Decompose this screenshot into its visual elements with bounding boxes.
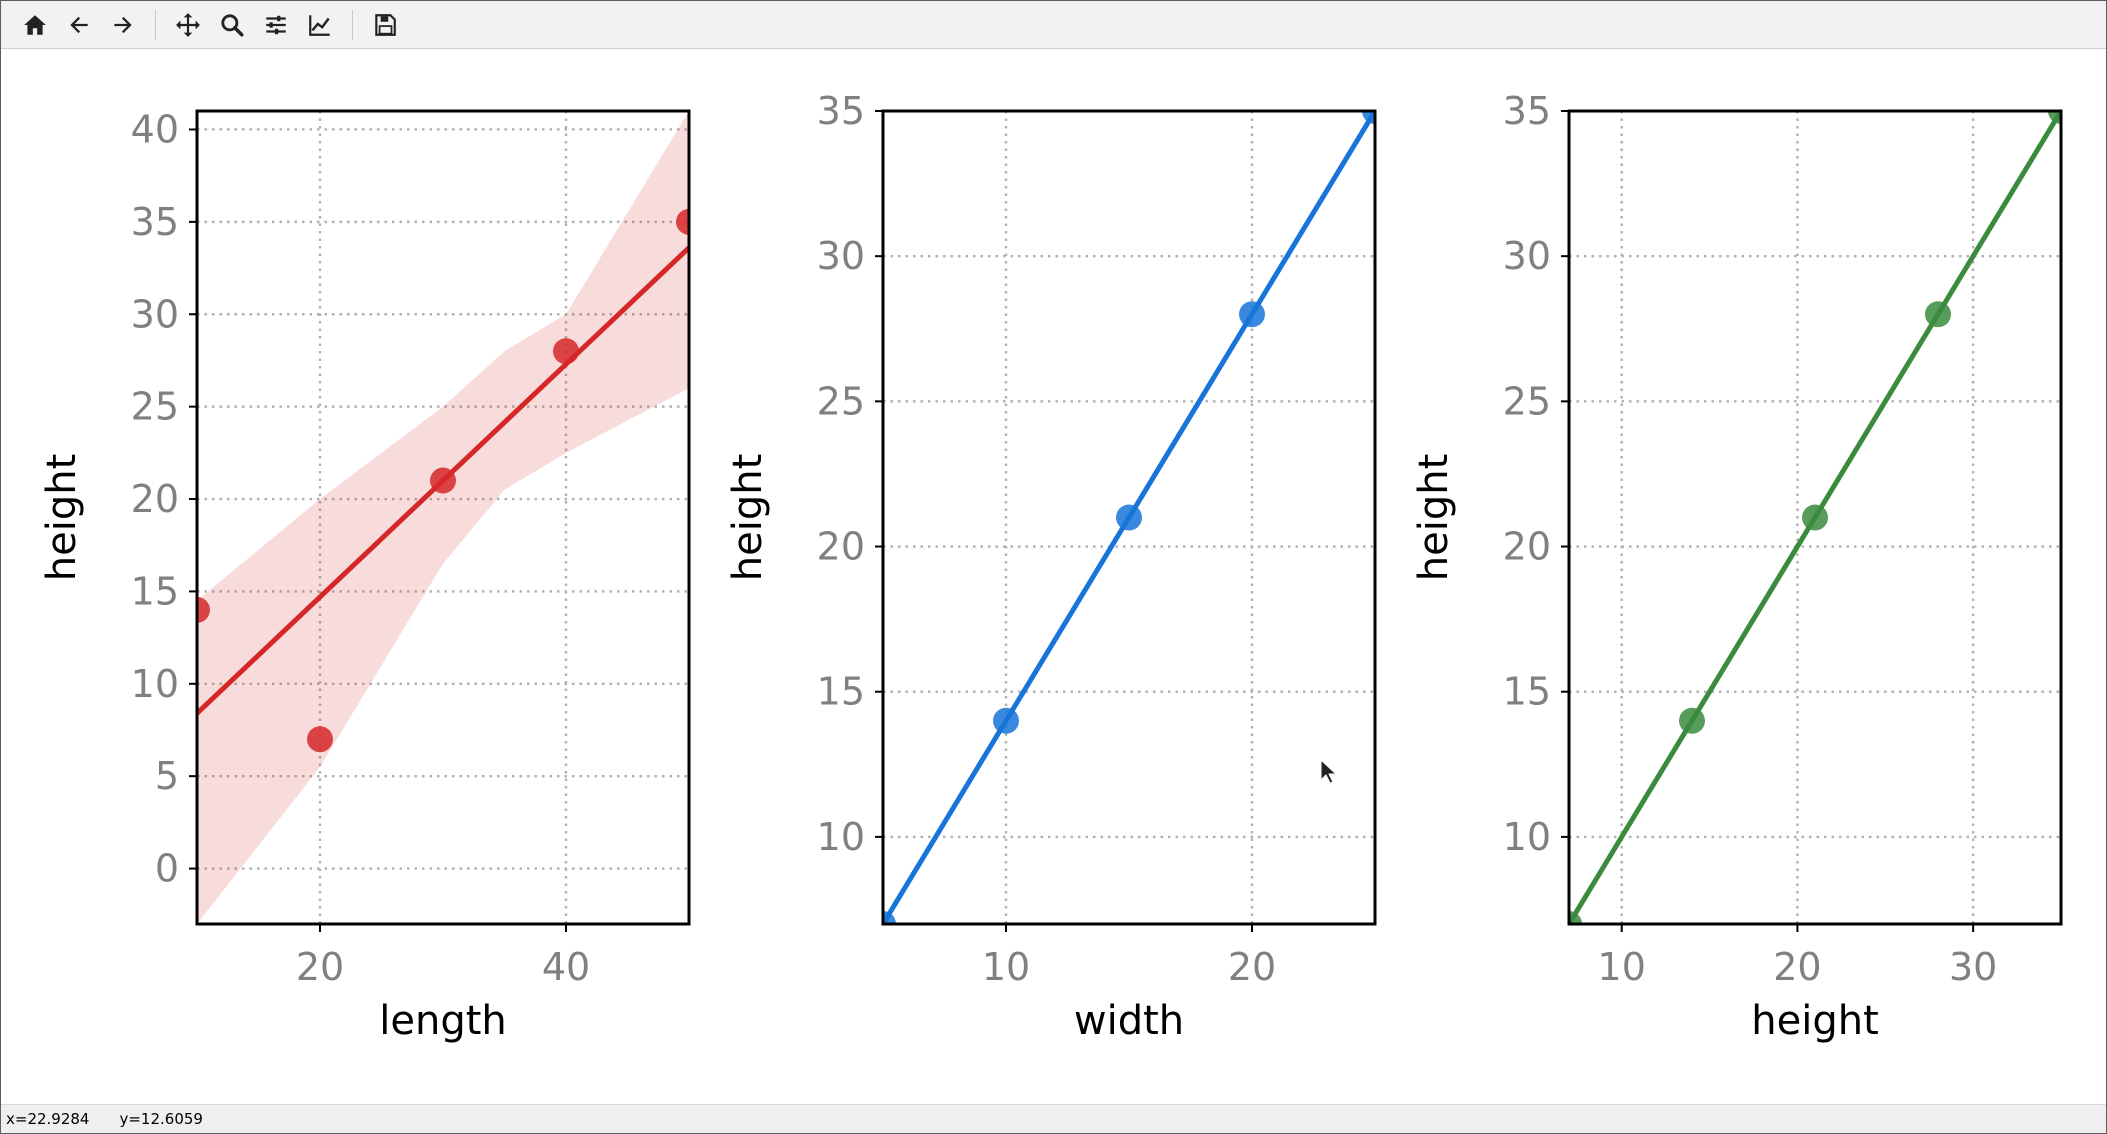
plot-background bbox=[197, 111, 689, 924]
home-button[interactable] bbox=[15, 5, 55, 45]
x-tick-label: 20 bbox=[296, 945, 344, 989]
y-tick-label: 35 bbox=[131, 200, 179, 244]
plot-content bbox=[870, 98, 1388, 937]
data-point[interactable] bbox=[1239, 301, 1265, 328]
subplot-1[interactable]: 20 40 0 5 10 15 20 25 30 35 40 length height bbox=[39, 107, 702, 1044]
data-point[interactable] bbox=[1925, 301, 1951, 328]
data-point[interactable] bbox=[184, 596, 210, 623]
plot-content bbox=[1556, 98, 2074, 937]
x-tick-label: 20 bbox=[1773, 945, 1821, 989]
y-tick-label: 25 bbox=[131, 385, 179, 429]
plot-content bbox=[184, 111, 702, 924]
floppy-disk-icon bbox=[375, 13, 396, 36]
forward-button[interactable] bbox=[103, 5, 143, 45]
y-tick-label: 10 bbox=[1503, 815, 1551, 859]
y-tick-label: 30 bbox=[817, 234, 865, 278]
y-tick-label: 30 bbox=[1503, 234, 1551, 278]
y-tick-label: 20 bbox=[1503, 525, 1551, 569]
x-tick-label: 10 bbox=[1598, 945, 1646, 989]
y-tick-label: 10 bbox=[131, 662, 179, 706]
toolbar-separator bbox=[155, 9, 156, 40]
y-tick-label: 10 bbox=[817, 815, 865, 859]
data-point[interactable] bbox=[2048, 98, 2074, 124]
x-tick-label: 20 bbox=[1228, 945, 1276, 989]
y-axis-label: height bbox=[39, 454, 85, 582]
cursor-x-readout: x=22.9284 bbox=[6, 1110, 90, 1128]
axes-frame bbox=[881, 109, 1377, 926]
mouse-cursor-icon bbox=[1320, 758, 1338, 784]
save-button[interactable] bbox=[365, 5, 405, 45]
home-icon bbox=[24, 14, 46, 35]
data-point[interactable] bbox=[1116, 504, 1142, 531]
y-tick-label: 20 bbox=[817, 525, 865, 569]
data-point[interactable] bbox=[993, 707, 1019, 734]
data-point[interactable] bbox=[1679, 707, 1705, 734]
y-axis-label: height bbox=[725, 454, 771, 582]
arrow-right-icon bbox=[114, 16, 132, 33]
axes-frame bbox=[1567, 109, 2063, 926]
figure-svg[interactable]: 20 40 0 5 10 15 20 25 30 35 40 length height 10 20 10 15… bbox=[1, 50, 2106, 1104]
x-tick-label: 30 bbox=[1949, 945, 1997, 989]
navigation-toolbar bbox=[1, 1, 2106, 49]
data-point[interactable] bbox=[553, 338, 579, 365]
subplots-button[interactable] bbox=[256, 5, 296, 45]
data-point[interactable] bbox=[430, 467, 456, 494]
axes-frame bbox=[195, 109, 691, 926]
y-tick-label: 40 bbox=[131, 107, 179, 151]
data-point[interactable] bbox=[870, 911, 896, 937]
x-axis-label: width bbox=[1074, 998, 1184, 1044]
figure-canvas[interactable]: 20 40 0 5 10 15 20 25 30 35 40 length height 10 20 10 15… bbox=[1, 50, 2106, 1104]
y-tick-label: 30 bbox=[131, 292, 179, 336]
y-tick-label: 35 bbox=[817, 89, 865, 133]
x-axis-label: height bbox=[1751, 998, 1879, 1044]
y-tick-label: 5 bbox=[155, 754, 179, 798]
y-tick-label: 15 bbox=[131, 569, 179, 613]
toolbar-separator bbox=[352, 9, 353, 40]
data-point[interactable] bbox=[307, 726, 333, 753]
sliders-icon bbox=[266, 15, 286, 34]
axes-button[interactable] bbox=[300, 5, 340, 45]
y-tick-label: 15 bbox=[817, 670, 865, 714]
arrow-left-icon bbox=[70, 16, 88, 33]
y-tick-label: 20 bbox=[131, 477, 179, 521]
y-axis-label: height bbox=[1411, 454, 1457, 582]
zoom-icon bbox=[221, 13, 244, 36]
data-point[interactable] bbox=[1802, 504, 1828, 531]
data-point[interactable] bbox=[676, 208, 702, 235]
back-button[interactable] bbox=[59, 5, 99, 45]
x-axis-label: length bbox=[379, 998, 507, 1044]
subplot-2[interactable]: 10 20 10 15 20 25 30 35 width height bbox=[725, 89, 1388, 1044]
line-chart-icon bbox=[309, 14, 330, 36]
x-tick-label: 40 bbox=[542, 945, 590, 989]
confidence-band bbox=[197, 111, 689, 924]
y-tick-label: 15 bbox=[1503, 670, 1551, 714]
cursor-y-readout: y=12.6059 bbox=[119, 1110, 203, 1128]
move-icon bbox=[176, 12, 200, 37]
y-tick-label: 35 bbox=[1503, 89, 1551, 133]
y-tick-label: 25 bbox=[817, 379, 865, 423]
zoom-button[interactable] bbox=[212, 5, 252, 45]
y-tick-label: 0 bbox=[155, 847, 179, 891]
y-tick-label: 25 bbox=[1503, 379, 1551, 423]
subplot-3[interactable]: 10 20 30 10 15 20 25 30 35 height height bbox=[1411, 89, 2074, 1044]
status-bar: x=22.9284 y=12.6059 bbox=[1, 1104, 2106, 1133]
x-tick-label: 10 bbox=[982, 945, 1030, 989]
data-point[interactable] bbox=[1556, 911, 1582, 937]
data-point[interactable] bbox=[1362, 98, 1388, 124]
pan-button[interactable] bbox=[168, 5, 208, 45]
